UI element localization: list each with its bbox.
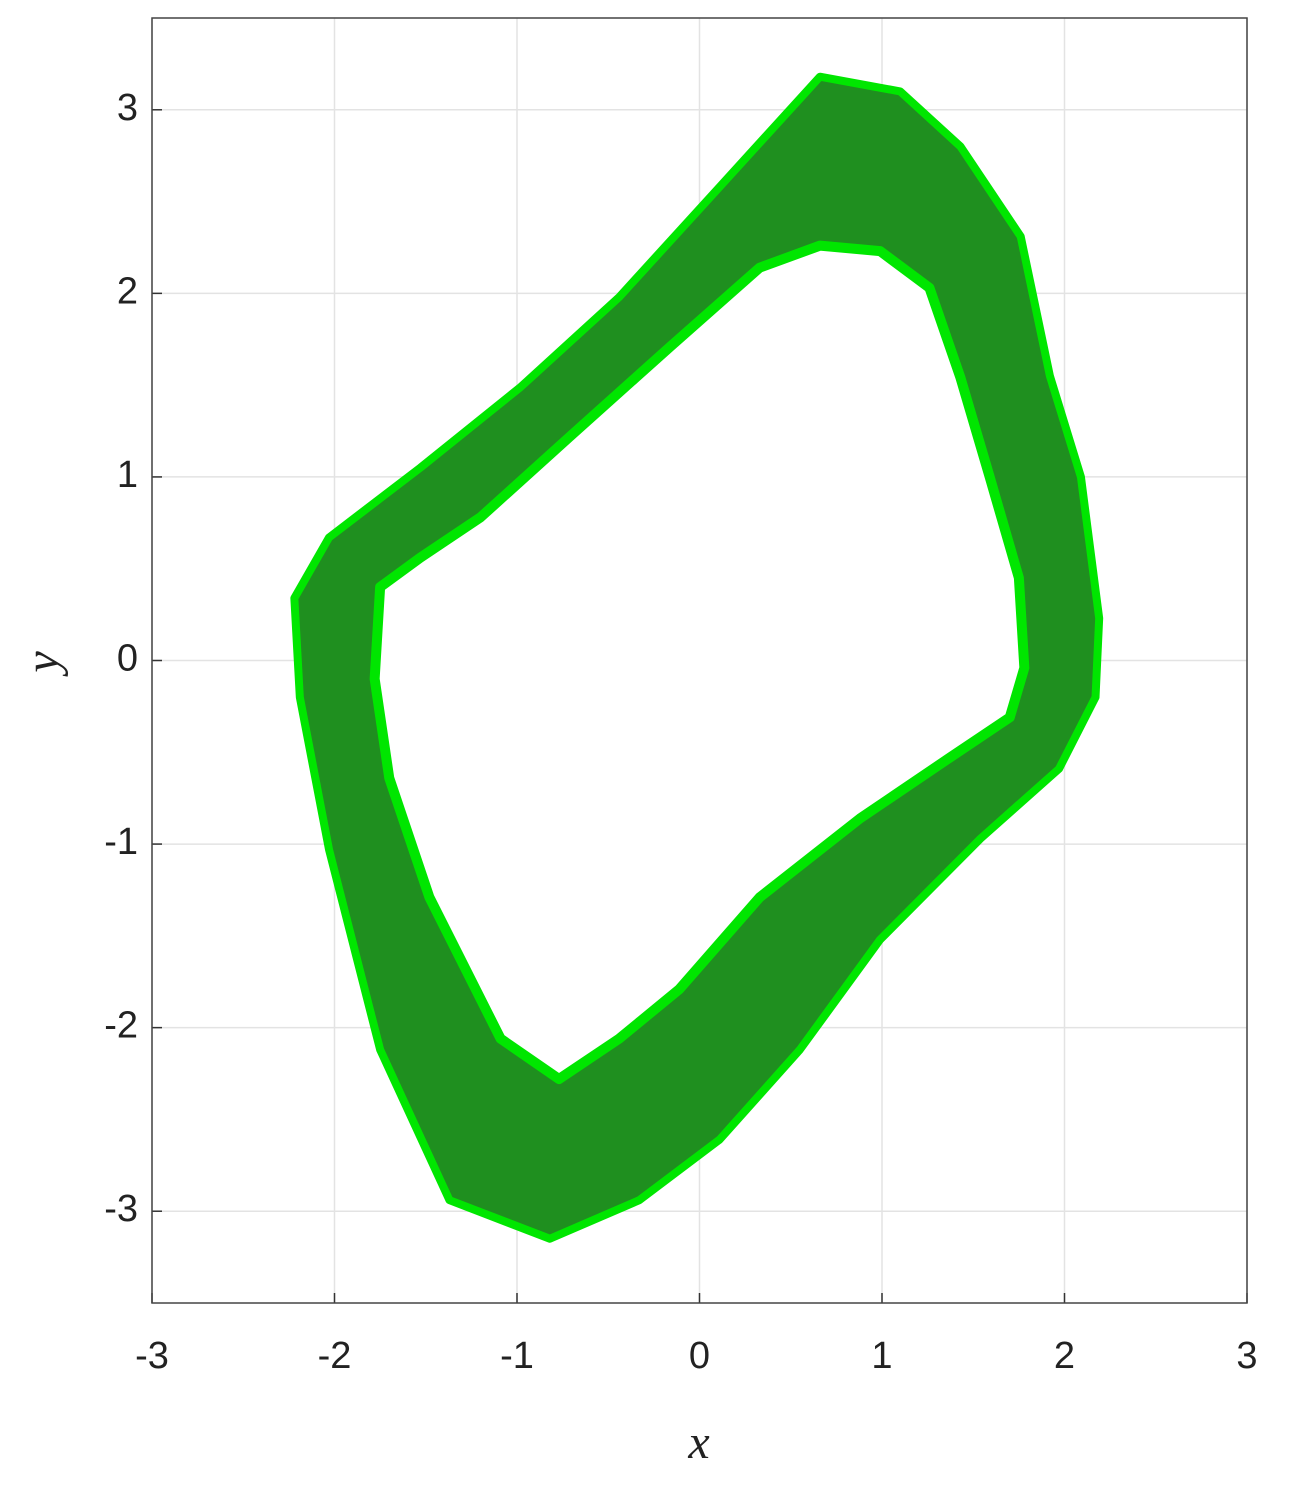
x-tick-label: -1	[500, 1335, 534, 1377]
x-tick-label: 1	[871, 1335, 892, 1377]
x-tick-label: -2	[318, 1335, 352, 1377]
y-tick-label: 2	[117, 270, 138, 312]
axes-frame	[151, 17, 1248, 1304]
y-tick-label: -3	[104, 1188, 138, 1230]
x-axis-label: x	[687, 1416, 709, 1469]
y-tick-label: 1	[117, 454, 138, 496]
y-tick-label: 3	[117, 87, 138, 129]
x-tick-label: -3	[135, 1335, 169, 1377]
y-tick-label: 0	[117, 638, 138, 680]
x-tick-label: 0	[689, 1335, 710, 1377]
y-tick-label: -1	[104, 821, 138, 863]
x-tick-label: 3	[1236, 1335, 1257, 1377]
inner-boundary	[369, 240, 1030, 1085]
x-tick-label: 2	[1054, 1335, 1075, 1377]
y-axis-label: y	[16, 651, 69, 678]
y-tick-label: -2	[104, 1005, 138, 1047]
